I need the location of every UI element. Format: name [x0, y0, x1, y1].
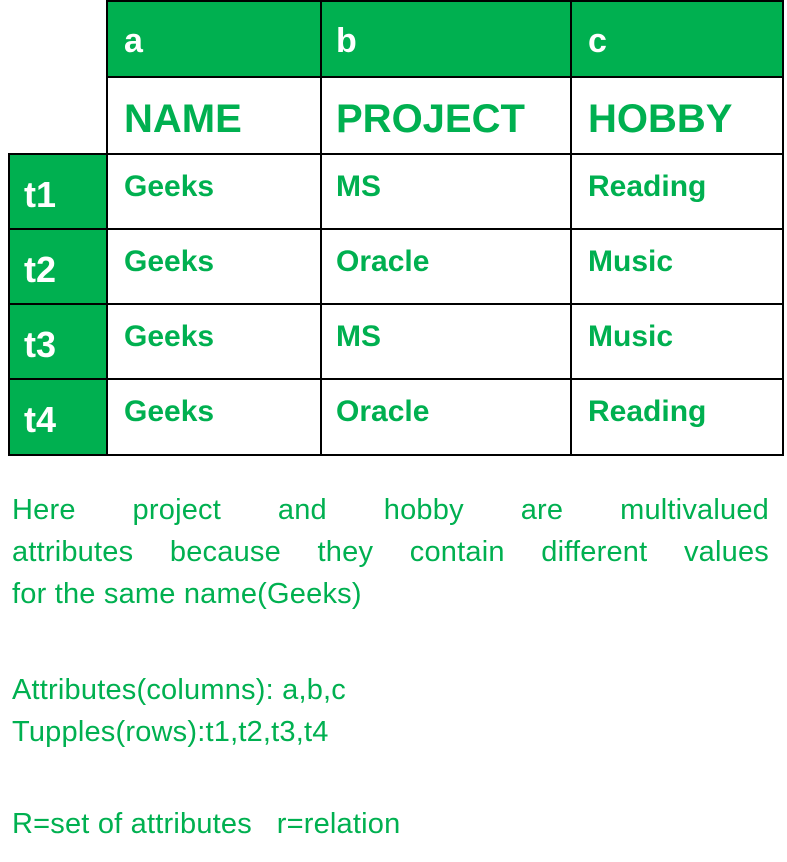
column-letter-cell-a: a: [106, 0, 322, 78]
table-cell: Reading: [570, 378, 784, 456]
column-name: NAME: [124, 97, 242, 141]
explanation-line: Here project and hobby are multivalued: [12, 494, 769, 526]
attributes-definition: Attributes(columns): a,b,c: [12, 674, 346, 706]
table-cell: Music: [570, 228, 784, 305]
cell-value: Geeks: [124, 245, 215, 278]
row-id: t4: [24, 399, 57, 440]
column-letter: b: [336, 22, 357, 60]
column-name-cell-hobby: HOBBY: [570, 76, 784, 155]
cell-value: Music: [588, 245, 674, 278]
column-letter-cell-b: b: [320, 0, 572, 78]
table-cell: Geeks: [106, 153, 322, 230]
column-letter-cell-c: c: [570, 0, 784, 78]
cell-value: Geeks: [124, 320, 215, 353]
cell-value: Geeks: [124, 170, 215, 203]
table-cell: MS: [320, 153, 572, 230]
table-cell: Geeks: [106, 378, 322, 456]
cell-value: MS: [336, 170, 381, 203]
tuples-definition: Tupples(rows):t1,t2,t3,t4: [12, 716, 329, 748]
row-id-cell-t4: t4: [8, 378, 108, 456]
column-name-cell-project: PROJECT: [320, 76, 572, 155]
row-id-cell-t3: t3: [8, 303, 108, 380]
definitions-block: Attributes(columns): a,b,c Tupples(rows)…: [12, 669, 769, 753]
row-id: t2: [24, 249, 57, 290]
column-name: HOBBY: [588, 97, 733, 141]
row-id: t1: [24, 174, 57, 215]
row-id: t3: [24, 324, 57, 365]
column-letter: c: [588, 22, 607, 60]
table-cell: Oracle: [320, 378, 572, 456]
cell-value: Oracle: [336, 245, 430, 278]
relation-definition-block: R=set of attributes r=relation: [12, 803, 769, 845]
table-cell: Oracle: [320, 228, 572, 305]
cell-value: Reading: [588, 170, 707, 203]
table-cell: Geeks: [106, 228, 322, 305]
relation-table: a b c NAME PROJECT HOBBY t1 Geeks MS Rea…: [8, 0, 784, 456]
cell-value: Geeks: [124, 395, 215, 428]
column-letter: a: [124, 22, 143, 60]
table-cell: MS: [320, 303, 572, 380]
explanation-line: attributes because they contain differen…: [12, 536, 769, 568]
cell-value: Oracle: [336, 395, 430, 428]
column-name-cell-name: NAME: [106, 76, 322, 155]
row-id-cell-t2: t2: [8, 228, 108, 305]
explanation-line: for the same name(Geeks): [12, 578, 362, 610]
column-name: PROJECT: [336, 97, 525, 141]
table-cell: Reading: [570, 153, 784, 230]
explanation-paragraph: Here project and hobby are multivalued a…: [12, 489, 769, 615]
table-cell: Geeks: [106, 303, 322, 380]
relation-definition: R=set of attributes r=relation: [12, 808, 401, 840]
cell-value: MS: [336, 320, 381, 353]
cell-value: Reading: [588, 395, 707, 428]
cell-value: Music: [588, 320, 674, 353]
table-cell: Music: [570, 303, 784, 380]
row-id-cell-t1: t1: [8, 153, 108, 230]
